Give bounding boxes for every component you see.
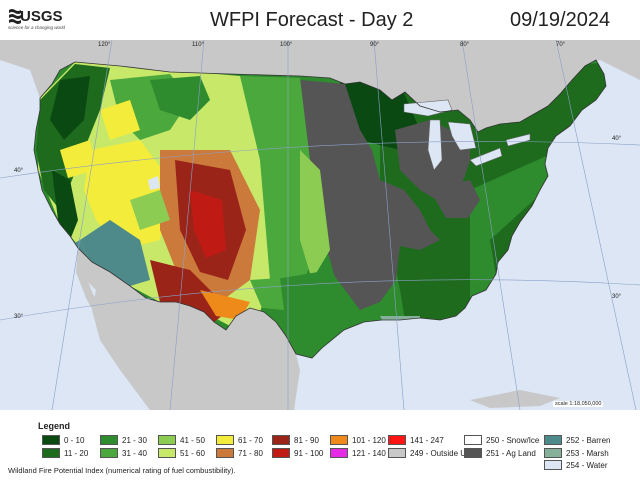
legend-label: 71 - 80 bbox=[238, 448, 263, 458]
usgs-wordmark: USGS bbox=[20, 8, 63, 25]
lon-label-80: 80° bbox=[460, 42, 470, 48]
lon-label-110: 110° bbox=[192, 42, 205, 48]
graticule bbox=[0, 40, 640, 410]
legend-swatch bbox=[544, 460, 562, 470]
lat-label-30-left: 30° bbox=[14, 314, 24, 320]
legend-item: 251 - Ag Land bbox=[464, 448, 536, 458]
legend-item: 249 - Outside US bbox=[388, 448, 471, 458]
legend-label: 121 - 140 bbox=[352, 448, 386, 458]
legend-label: 249 - Outside US bbox=[410, 448, 472, 458]
legend-title: Legend bbox=[38, 421, 71, 431]
baja-outside-us bbox=[76, 248, 116, 338]
legend-swatch bbox=[388, 435, 406, 445]
lon-label-120: 120° bbox=[98, 42, 111, 48]
legend-swatch bbox=[330, 448, 348, 458]
legend-item: 250 - Snow/Ice bbox=[464, 435, 539, 445]
legend-swatch bbox=[42, 435, 60, 445]
legend-item: 11 - 20 bbox=[42, 448, 88, 458]
legend-swatch bbox=[388, 448, 406, 458]
mexico-outside-us bbox=[78, 248, 300, 410]
legend-label: 81 - 90 bbox=[294, 435, 319, 445]
legend-label: 11 - 20 bbox=[64, 448, 89, 458]
legend-label: 51 - 60 bbox=[180, 448, 205, 458]
legend-label: 250 - Snow/Ice bbox=[486, 435, 540, 445]
scale-note: scale 1:18,050,000 bbox=[553, 401, 604, 407]
map-title: WFPI Forecast - Day 2 bbox=[210, 9, 414, 31]
legend-label: 141 - 247 bbox=[410, 435, 444, 445]
legend-item: 51 - 60 bbox=[158, 448, 205, 458]
legend-label: 253 - Marsh bbox=[566, 448, 609, 458]
legend-item: 81 - 90 bbox=[272, 435, 319, 445]
legend-item: 21 - 30 bbox=[100, 435, 147, 445]
usgs-tagline: science for a changing world bbox=[8, 25, 66, 30]
legend-swatch bbox=[158, 448, 176, 458]
legend-swatch bbox=[42, 448, 60, 458]
legend-label: 0 - 10 bbox=[64, 435, 85, 445]
legend-label: 252 - Barren bbox=[566, 435, 611, 445]
legend-label: 251 - Ag Land bbox=[486, 448, 536, 458]
lake-ontario bbox=[505, 133, 531, 147]
lon-label-70: 70° bbox=[556, 42, 566, 48]
legend-swatch bbox=[100, 448, 118, 458]
canada-outside-us bbox=[0, 40, 640, 132]
legend-item: 41 - 50 bbox=[158, 435, 205, 445]
lat-label-30-right: 30° bbox=[612, 294, 622, 300]
wfpi-map: 120° 110° 100° 90° 80° 70° 40° 30° 40° 3… bbox=[0, 40, 640, 410]
legend-swatch bbox=[464, 435, 482, 445]
legend-footnote: Wildland Fire Potential Index (numerical… bbox=[8, 466, 236, 475]
legend-swatch bbox=[544, 435, 562, 445]
legend-label: 21 - 30 bbox=[122, 435, 147, 445]
usgs-logo-mark-icon bbox=[9, 9, 21, 24]
legend-swatch bbox=[464, 448, 482, 458]
legend-item: 253 - Marsh bbox=[544, 448, 609, 458]
caribbean-outside-us bbox=[470, 390, 560, 408]
legend-item: 252 - Barren bbox=[544, 435, 610, 445]
lake-huron bbox=[447, 121, 477, 151]
legend-label: 101 - 120 bbox=[352, 435, 386, 445]
legend-swatch bbox=[216, 448, 234, 458]
legend-item: 254 - Water bbox=[544, 460, 608, 470]
legend-item: 61 - 70 bbox=[216, 435, 263, 445]
legend-item: 71 - 80 bbox=[216, 448, 263, 458]
map-header: USGS science for a changing world WFPI F… bbox=[0, 0, 640, 40]
legend-swatch bbox=[272, 448, 290, 458]
legend-swatch bbox=[100, 435, 118, 445]
legend-label: 61 - 70 bbox=[238, 435, 263, 445]
legend-item: 0 - 10 bbox=[42, 435, 84, 445]
legend-item: 141 - 247 bbox=[388, 435, 444, 445]
usgs-logo: USGS science for a changing world bbox=[8, 8, 78, 36]
lat-label-40-right: 40° bbox=[612, 136, 622, 142]
lon-label-100: 100° bbox=[280, 42, 293, 48]
forecast-date: 09/19/2024 bbox=[510, 9, 611, 31]
legend-item: 31 - 40 bbox=[100, 448, 147, 458]
legend-item: 91 - 100 bbox=[272, 448, 323, 458]
legend-swatch bbox=[158, 435, 176, 445]
legend-label: 254 - Water bbox=[566, 460, 608, 470]
lake-erie bbox=[469, 147, 503, 167]
legend: Legend 0 - 10 11 - 20 21 - 30 31 - 40 41… bbox=[8, 418, 638, 493]
legend-item: 121 - 140 bbox=[330, 448, 386, 458]
legend-label: 31 - 40 bbox=[122, 448, 147, 458]
legend-label: 41 - 50 bbox=[180, 435, 205, 445]
legend-item: 101 - 120 bbox=[330, 435, 386, 445]
lake-michigan bbox=[427, 119, 443, 171]
lon-label-90: 90° bbox=[370, 42, 380, 48]
conus-outline bbox=[33, 59, 607, 359]
lat-label-40-left: 40° bbox=[14, 168, 24, 174]
legend-swatch bbox=[272, 435, 290, 445]
legend-swatch bbox=[544, 448, 562, 458]
legend-label: 91 - 100 bbox=[294, 448, 324, 458]
legend-swatch bbox=[330, 435, 348, 445]
legend-swatch bbox=[216, 435, 234, 445]
great-salt-lake bbox=[148, 176, 160, 190]
